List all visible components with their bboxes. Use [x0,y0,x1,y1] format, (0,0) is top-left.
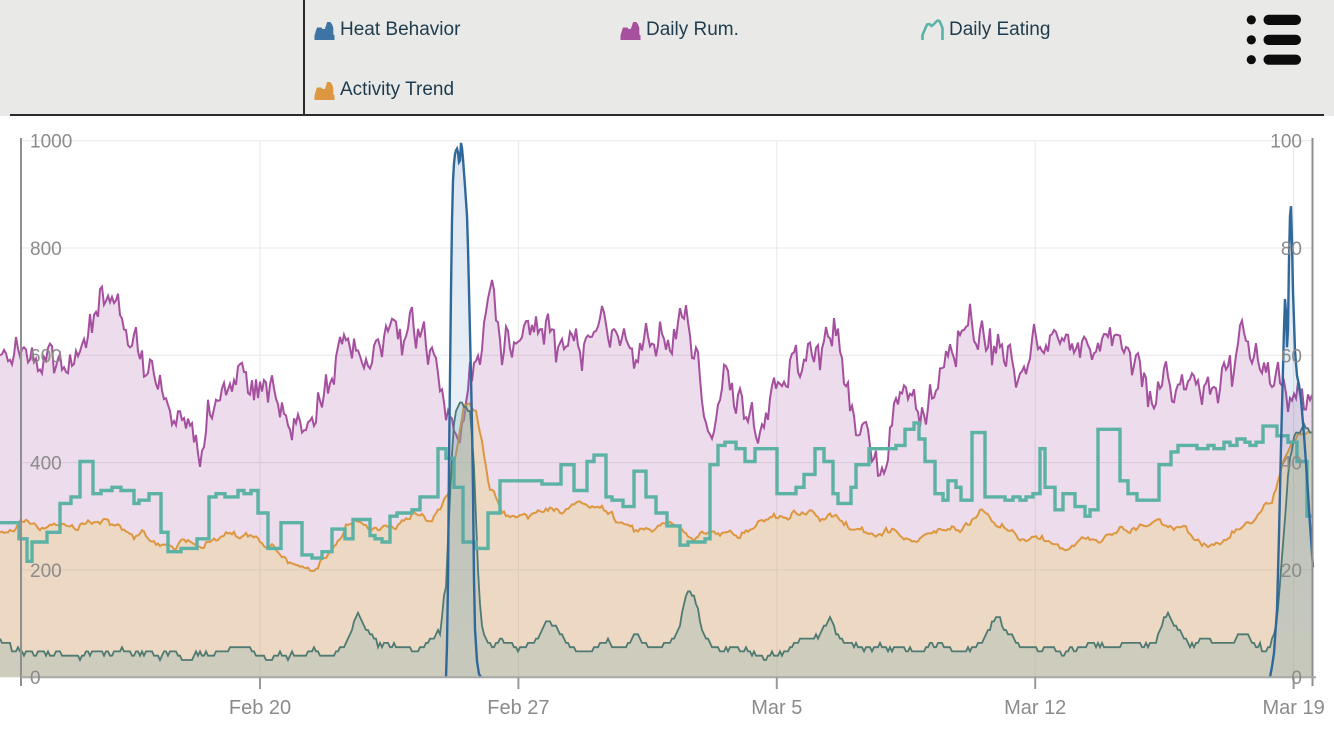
svg-text:20: 20 [1281,561,1302,582]
svg-text:60: 60 [1281,346,1302,367]
svg-text:1000: 1000 [30,132,72,153]
svg-text:40: 40 [1281,454,1302,475]
svg-text:100: 100 [1270,132,1302,153]
svg-text:Mar 19: Mar 19 [1262,697,1324,719]
svg-text:800: 800 [30,239,62,260]
svg-text:Feb 20: Feb 20 [229,697,291,719]
svg-text:200: 200 [30,561,62,582]
svg-text:0: 0 [1291,668,1302,689]
svg-text:Mar 5: Mar 5 [751,697,802,719]
svg-text:Mar 12: Mar 12 [1004,697,1066,719]
svg-text:600: 600 [30,346,62,367]
svg-text:Feb 27: Feb 27 [487,697,549,719]
svg-text:0: 0 [30,668,41,689]
svg-text:400: 400 [30,454,62,475]
svg-text:80: 80 [1281,239,1302,260]
